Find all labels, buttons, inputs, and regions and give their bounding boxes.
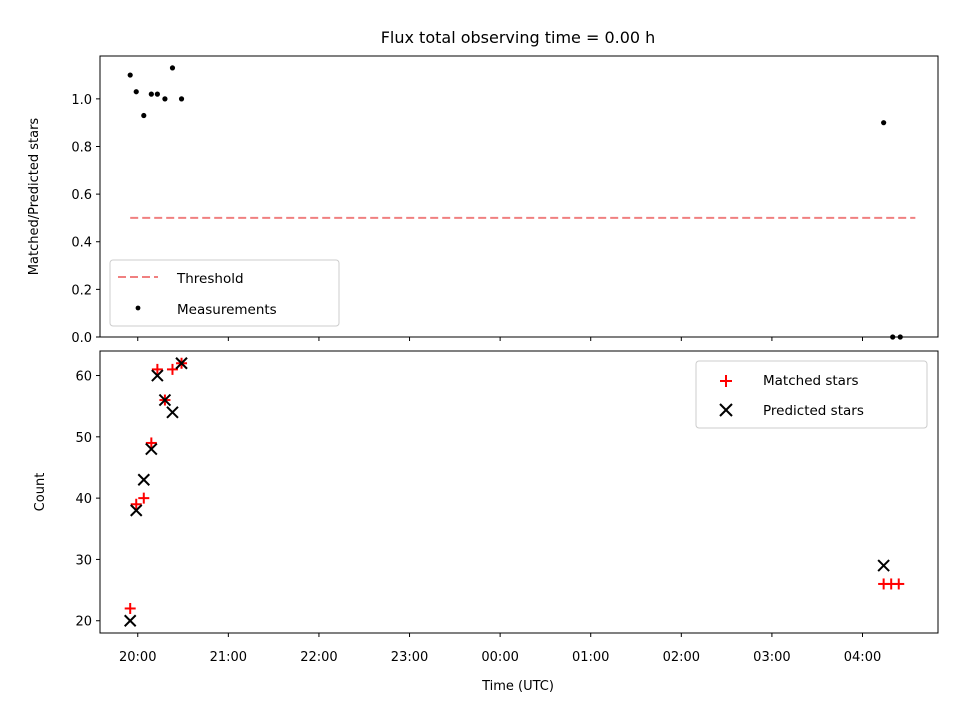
predicted-star-point [158, 393, 172, 407]
x-tick-label: 21:00 [210, 650, 247, 665]
top-y-tick-label: 1.0 [71, 93, 92, 108]
matched-star-point [130, 498, 142, 510]
top-x-tick-marks [137, 337, 864, 341]
top-y-tick-label: 0.2 [71, 283, 92, 298]
top-panel: 0.0 0.2 0.4 0.6 0.8 1.0 Matched/Predicted sta… [27, 55, 939, 346]
bottom-y-axis-label: Count [33, 473, 48, 512]
bottom-y-tick-label: 40 [75, 492, 92, 507]
x-tick-label: 03:00 [753, 650, 790, 665]
measurement-points [127, 65, 903, 340]
bottom-y-tick-label: 30 [75, 553, 92, 568]
matched-star-point [138, 492, 150, 504]
predicted-star-point [151, 369, 164, 382]
predicted-star-point [877, 559, 890, 572]
bottom-y-ticks: 20 30 40 50 60 [75, 370, 100, 630]
measurement-point [154, 91, 160, 97]
predicted-legend-label: Predicted stars [763, 403, 864, 419]
measurement-point [881, 120, 887, 126]
threshold-legend-label: Threshold [176, 271, 244, 287]
top-y-tick-label: 0.6 [71, 188, 92, 203]
predicted-star-point [175, 357, 188, 370]
predicted-star-point [137, 473, 150, 486]
x-tick-label: 02:00 [663, 650, 700, 665]
top-legend: Threshold Measurements [109, 259, 340, 327]
x-axis-label: Time (UTC) [481, 679, 554, 694]
chart-title: Flux total observing time = 0.00 h [381, 28, 656, 47]
bottom-legend-box [695, 360, 928, 429]
matched-star-point [151, 363, 163, 375]
matched-star-point [145, 437, 157, 449]
matched-star-point [124, 602, 136, 614]
measurement-point [162, 96, 168, 102]
x-tick-label: 04:00 [844, 650, 881, 665]
top-y-axis-label: Matched/Predicted stars [27, 118, 42, 276]
bottom-y-tick-label: 60 [75, 370, 92, 385]
predicted-star-point [123, 614, 137, 627]
measurement-point [178, 96, 185, 102]
measurement-point [169, 65, 176, 71]
predicted-star-point [130, 504, 143, 517]
measurement-point [133, 89, 139, 95]
measurement-point [127, 72, 133, 78]
bottom-legend: Matched stars Predicted stars [695, 360, 928, 429]
measurements-legend-swatch [135, 305, 141, 311]
x-tick-label: 01:00 [572, 650, 609, 665]
bottom-y-tick-label: 50 [75, 431, 92, 446]
predicted-stars-points [123, 357, 890, 627]
predicted-star-point [166, 406, 179, 419]
measurements-legend-label: Measurements [177, 302, 277, 318]
top-axes-frame [99, 55, 939, 338]
top-y-ticks: 0.0 0.2 0.4 0.6 0.8 1.0 [71, 93, 100, 346]
top-y-tick-label: 0.4 [71, 236, 92, 251]
x-tick-label: 00:00 [481, 650, 518, 665]
measurement-point [141, 112, 147, 119]
matched-legend-swatch [720, 375, 732, 387]
matched-legend-label: Matched stars [763, 373, 859, 389]
matched-star-point [893, 578, 905, 590]
bottom-axes-frame [99, 350, 939, 634]
predicted-legend-swatch [719, 403, 733, 417]
bottom-x-ticks: 20:00 21:00 22:00 23:00 00:00 01:00 02:00 03:00… [119, 633, 881, 665]
x-tick-label: 23:00 [391, 650, 428, 665]
matched-star-point [166, 363, 178, 375]
x-tick-label: 20:00 [119, 650, 156, 665]
top-y-tick-label: 0.0 [71, 331, 92, 346]
predicted-star-point [145, 442, 158, 456]
matched-stars-points [124, 357, 905, 614]
bottom-y-tick-label: 20 [75, 615, 92, 630]
top-y-tick-label: 0.8 [71, 140, 92, 155]
x-tick-label: 22:00 [300, 650, 337, 665]
measurement-point [148, 91, 154, 97]
bottom-panel: 20 30 40 50 60 20:00 21:00 22:00 23:00 00:00 01:0… [33, 350, 939, 694]
top-legend-box [109, 259, 340, 327]
